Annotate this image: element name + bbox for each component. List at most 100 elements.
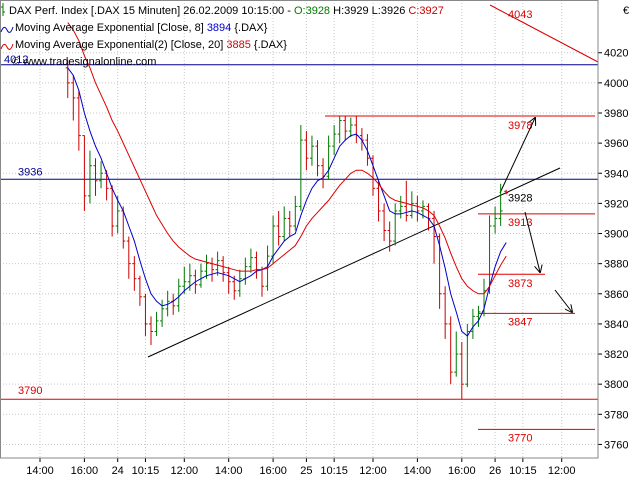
x-tick-label: 12:00	[548, 465, 576, 477]
y-tick-label: 3980	[604, 108, 628, 120]
legend-name: Moving Average Exponential [Close, 8]	[15, 22, 204, 34]
level-label: 4012	[4, 54, 28, 66]
ohlc-bar	[226, 266, 231, 294]
ohlc-bar	[237, 269, 242, 297]
ohlc-bar	[382, 203, 387, 242]
ohlc-bar	[287, 210, 292, 237]
ohlc-bar	[470, 308, 475, 339]
ohlc-bar	[282, 206, 287, 242]
ohlc-bar	[198, 263, 203, 288]
ohlc-bar	[348, 117, 353, 138]
ohlc-bar	[276, 210, 281, 246]
y-tick-label: 3820	[604, 349, 628, 361]
header-title: DAX Perf. Index [.DAX 15 Minuten] 26.02.…	[9, 5, 291, 17]
annotation: 3928	[508, 192, 532, 204]
ohlc-bar	[493, 206, 498, 234]
ohlc-bar	[143, 293, 148, 336]
ohlc-bar	[215, 251, 220, 276]
ohlc-bar	[248, 248, 253, 273]
y-tick-label: 3760	[604, 439, 628, 451]
legend-entry: Moving Average Exponential(2) [Close, 20…	[15, 39, 287, 51]
level-label: 3978	[508, 120, 532, 132]
header: DAX Perf. Index [.DAX 15 Minuten] 26.02.…	[0, 3, 444, 68]
ohlc-bar	[443, 286, 448, 339]
level-label: 3770	[508, 432, 532, 444]
ma-icon	[0, 43, 14, 50]
ohlc-bar	[93, 158, 98, 196]
x-tick-label: 10:15	[132, 465, 160, 477]
ohlc-bar	[182, 266, 187, 294]
x-tick-label: 16:00	[448, 465, 476, 477]
indicator-lines	[67, 22, 507, 337]
ohlc-bar	[332, 125, 337, 156]
legend-entry: Moving Average Exponential [Close, 8] 38…	[15, 22, 268, 34]
ohlc-bar	[398, 195, 403, 219]
annotation: 4043	[508, 9, 532, 21]
x-tick-label: 16:00	[71, 465, 99, 477]
ohlc-bar	[309, 135, 314, 166]
ohlc-bar	[137, 275, 142, 306]
ohlc-bar	[371, 155, 375, 196]
ohlc-bar	[115, 195, 120, 234]
y-tick-label: 3840	[604, 319, 628, 331]
ohlc-bar	[149, 316, 153, 346]
y-tick-label: 3940	[604, 168, 628, 180]
ohlc-bar	[176, 278, 181, 312]
ohlc-bar	[376, 180, 381, 222]
ohlc-bar	[65, 60, 70, 98]
plot-frame	[0, 0, 599, 459]
ohlc-bar	[459, 341, 464, 400]
x-tick-label: 24	[112, 465, 124, 477]
ohlc-icon	[1, 3, 5, 16]
y-tick-label: 4000	[604, 78, 628, 90]
x-tick-label: 14:00	[404, 465, 432, 477]
y-tick-label: 4020	[604, 48, 628, 60]
y-tick-label: 3920	[604, 198, 628, 210]
ohlc-bar	[99, 161, 104, 189]
level-label: 3936	[18, 166, 42, 178]
ma-icon	[0, 26, 14, 33]
x-tick-label: 25	[300, 465, 312, 477]
ma-line	[67, 67, 507, 337]
y-tick-label: 3860	[604, 289, 628, 301]
ohlc-bar	[132, 256, 137, 291]
ohlc-bar	[326, 135, 331, 180]
x-tick-label: 16:00	[259, 465, 287, 477]
legend-value: 3885	[226, 39, 250, 51]
y-tick-label: 3800	[604, 379, 628, 391]
ohlc-bar	[393, 203, 398, 246]
arrow-down	[524, 211, 540, 272]
ohlc-bar	[465, 323, 470, 388]
ohlc-bar	[448, 316, 453, 385]
x-tick-label: 10:15	[320, 465, 348, 477]
legend-name: Moving Average Exponential(2) [Close, 20…	[15, 39, 223, 51]
legend-value: 3894	[207, 22, 231, 34]
ohlc-bar	[126, 236, 131, 279]
ohlc-bar	[82, 135, 87, 211]
ohlc-bar	[304, 131, 309, 171]
ohlc-bar	[204, 254, 209, 279]
quote-close: C:3927	[408, 5, 443, 17]
x-tick-label: 14:00	[26, 465, 54, 477]
ohlc-bar	[154, 311, 159, 336]
x-tick-label: 12:00	[171, 465, 199, 477]
ohlc-bar	[71, 75, 76, 121]
x-tick-label: 26	[489, 465, 501, 477]
ohlc-bar	[165, 290, 170, 317]
currency: €	[623, 5, 629, 17]
quote-high: H:3929	[333, 5, 368, 17]
y-tick-label: 3960	[604, 138, 628, 150]
ma-line	[67, 22, 507, 295]
x-tick-label: 12:00	[359, 465, 387, 477]
ohlc-bar	[293, 195, 298, 231]
legend-suffix: {.DAX}	[234, 22, 267, 34]
ohlc-bar	[454, 331, 459, 377]
arrow-up	[499, 118, 535, 194]
level-label: 3873	[508, 278, 532, 290]
ohlc-bar	[387, 221, 392, 252]
ohlc-bar	[415, 195, 420, 222]
ohlc-bar	[337, 116, 342, 144]
x-tick-label: 10:15	[509, 465, 537, 477]
